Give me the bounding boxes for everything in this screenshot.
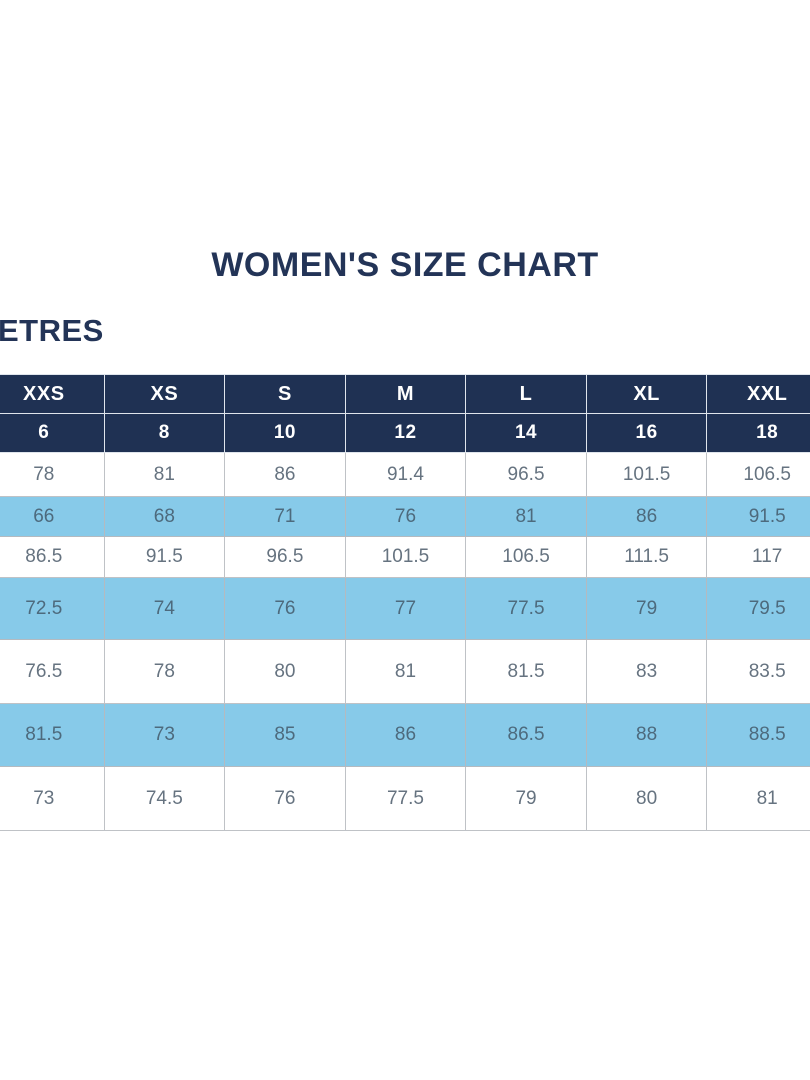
size-value-cell: 73 — [0, 766, 105, 831]
size-value-cell: 117 — [706, 536, 810, 578]
table-row: 76.5 78 80 81 81.5 83 83.5 — [0, 639, 810, 704]
size-value-cell: 83.5 — [706, 639, 810, 704]
size-value-cell: 78 — [103, 639, 226, 704]
size-value-cell: 78 — [0, 452, 105, 497]
size-name-cell: XL — [585, 374, 708, 414]
size-value-cell: 86 — [585, 496, 708, 537]
size-value-cell: 66 — [0, 496, 105, 537]
size-value-cell: 86 — [344, 703, 467, 767]
page-title: WOMEN'S SIZE CHART — [211, 246, 599, 284]
size-value-cell: 77 — [344, 577, 467, 640]
size-value-cell: 106.5 — [706, 452, 810, 497]
table-row: 66 68 71 76 81 86 91.5 — [0, 496, 810, 537]
size-number-cell: 6 — [0, 413, 105, 453]
size-value-cell: 68 — [103, 496, 226, 537]
size-value-cell: 106.5 — [465, 536, 587, 578]
size-value-cell: 81 — [344, 639, 467, 704]
size-value-cell: 91.5 — [103, 536, 226, 578]
size-value-cell: 86 — [224, 452, 346, 497]
size-value-cell: 101.5 — [585, 452, 708, 497]
size-value-cell: 91.5 — [706, 496, 810, 537]
size-value-cell: 85 — [224, 703, 346, 767]
size-value-cell: 81 — [465, 496, 587, 537]
size-number-cell: 12 — [344, 413, 467, 453]
size-chart-table: XXS XS S M L XL XXL 6 8 10 12 14 16 18 7… — [0, 374, 810, 831]
table-body: 78 81 86 91.4 96.5 101.5 106.5 66 68 71 … — [0, 452, 810, 831]
size-value-cell: 81 — [103, 452, 226, 497]
size-number-header-row: 6 8 10 12 14 16 18 — [0, 413, 810, 453]
size-value-cell: 81 — [706, 766, 810, 831]
size-value-cell: 86.5 — [465, 703, 587, 767]
size-number-cell: 14 — [465, 413, 587, 453]
table-row: 78 81 86 91.4 96.5 101.5 106.5 — [0, 452, 810, 497]
size-value-cell: 81.5 — [0, 703, 105, 767]
size-value-cell: 74 — [103, 577, 226, 640]
size-value-cell: 111.5 — [585, 536, 708, 578]
size-value-cell: 76.5 — [0, 639, 105, 704]
table-row: 72.5 74 76 77 77.5 79 79.5 — [0, 577, 810, 640]
size-value-cell: 101.5 — [344, 536, 467, 578]
size-value-cell: 88 — [585, 703, 708, 767]
table-row: 73 74.5 76 77.5 79 80 81 — [0, 766, 810, 831]
size-name-cell: XXS — [0, 374, 105, 414]
size-value-cell: 80 — [585, 766, 708, 831]
size-value-cell: 81.5 — [465, 639, 587, 704]
size-value-cell: 76 — [224, 766, 346, 831]
size-value-cell: 79 — [585, 577, 708, 640]
units-label: ETRES — [0, 313, 104, 348]
size-value-cell: 79.5 — [706, 577, 810, 640]
size-value-cell: 76 — [224, 577, 346, 640]
size-name-cell: S — [224, 374, 346, 414]
size-value-cell: 91.4 — [344, 452, 467, 497]
size-value-cell: 80 — [224, 639, 346, 704]
size-number-cell: 18 — [706, 413, 810, 453]
size-name-cell: XS — [103, 374, 226, 414]
size-value-cell: 71 — [224, 496, 346, 537]
size-name-header-row: XXS XS S M L XL XXL — [0, 374, 810, 414]
size-name-cell: M — [344, 374, 467, 414]
size-value-cell: 77.5 — [465, 577, 587, 640]
size-value-cell: 88.5 — [706, 703, 810, 767]
size-name-cell: L — [465, 374, 587, 414]
table-header: XXS XS S M L XL XXL 6 8 10 12 14 16 18 — [0, 374, 810, 453]
size-number-cell: 16 — [585, 413, 708, 453]
size-value-cell: 96.5 — [465, 452, 587, 497]
size-number-cell: 8 — [103, 413, 226, 453]
size-name-cell: XXL — [706, 374, 810, 414]
size-value-cell: 73 — [103, 703, 226, 767]
size-value-cell: 96.5 — [224, 536, 346, 578]
size-value-cell: 76 — [344, 496, 467, 537]
table-row: 81.5 73 85 86 86.5 88 88.5 — [0, 703, 810, 767]
size-value-cell: 79 — [465, 766, 587, 831]
size-value-cell: 74.5 — [103, 766, 226, 831]
size-value-cell: 72.5 — [0, 577, 105, 640]
size-number-cell: 10 — [224, 413, 346, 453]
size-value-cell: 77.5 — [344, 766, 467, 831]
size-value-cell: 86.5 — [0, 536, 105, 578]
table-row: 86.5 91.5 96.5 101.5 106.5 111.5 117 — [0, 536, 810, 578]
size-value-cell: 83 — [585, 639, 708, 704]
